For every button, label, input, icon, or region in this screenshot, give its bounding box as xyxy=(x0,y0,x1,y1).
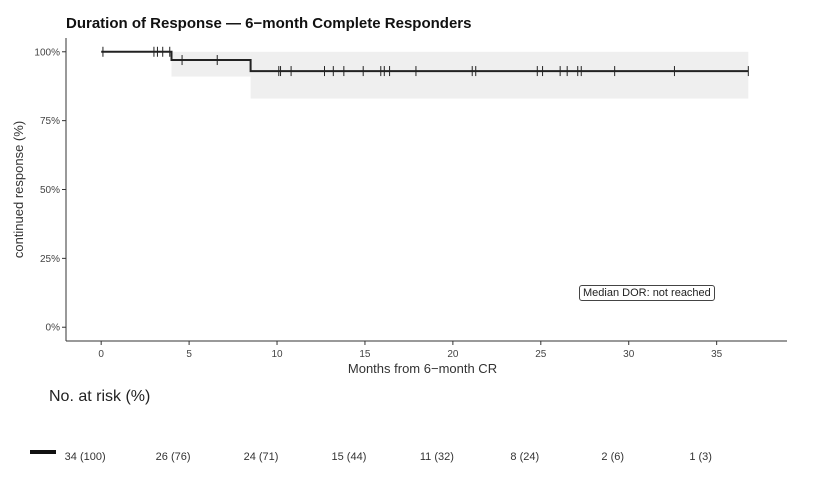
km-chart: 0% 25% 50% 75% 100% 0 5 10 15 20 25 30 35 Months from… xyxy=(11,38,787,376)
y-tick-label-50: 50% xyxy=(40,185,60,196)
x-tick-label-30: 30 xyxy=(623,349,635,360)
risk-value-0: 34 (100) xyxy=(64,451,106,463)
axis-labels-layer: 0% 25% 50% 75% 100% 0 5 10 15 20 25 30 35 Months from… xyxy=(11,47,723,376)
x-tick-label-35: 35 xyxy=(711,349,723,360)
ci-band-0-1 xyxy=(171,51,251,77)
x-tick-label-5: 5 xyxy=(186,349,192,360)
y-axis-title: continued response (%) xyxy=(11,121,26,258)
x-tick-label-15: 15 xyxy=(359,349,371,360)
risk-value-30: 2 (6) xyxy=(601,451,625,463)
risk-value-10: 24 (71) xyxy=(243,451,279,463)
chart-title: Duration of Response — 6−month Complete … xyxy=(66,15,472,32)
x-tick-label-25: 25 xyxy=(535,349,547,360)
risk-value-25: 8 (24) xyxy=(510,451,540,463)
risk-value-35: 1 (3) xyxy=(689,451,712,463)
y-tick-label-25: 25% xyxy=(40,254,60,265)
x-tick-label-20: 20 xyxy=(447,349,459,360)
risk-value-15: 15 (44) xyxy=(331,451,367,463)
risk-table-line-key xyxy=(30,450,56,454)
y-tick-label-0: 0% xyxy=(46,323,61,334)
axes-layer xyxy=(62,38,787,345)
y-tick-label-75: 75% xyxy=(40,116,60,127)
x-tick-label-10: 10 xyxy=(271,349,283,360)
x-axis-title: Months from 6−month CR xyxy=(348,361,497,376)
x-tick-label-0: 0 xyxy=(98,349,104,360)
confidence-band-layer xyxy=(171,51,749,99)
risk-value-5: 26 (76) xyxy=(155,451,191,463)
y-tick-label-100: 100% xyxy=(34,47,60,58)
censor-marks-layer xyxy=(102,46,749,77)
median-dor-annotation: Median DOR: not reached xyxy=(579,285,715,301)
risk-value-20: 11 (32) xyxy=(419,451,454,463)
risk-table-title: No. at risk (%) xyxy=(49,388,151,405)
ci-band-0-2 xyxy=(250,51,749,99)
